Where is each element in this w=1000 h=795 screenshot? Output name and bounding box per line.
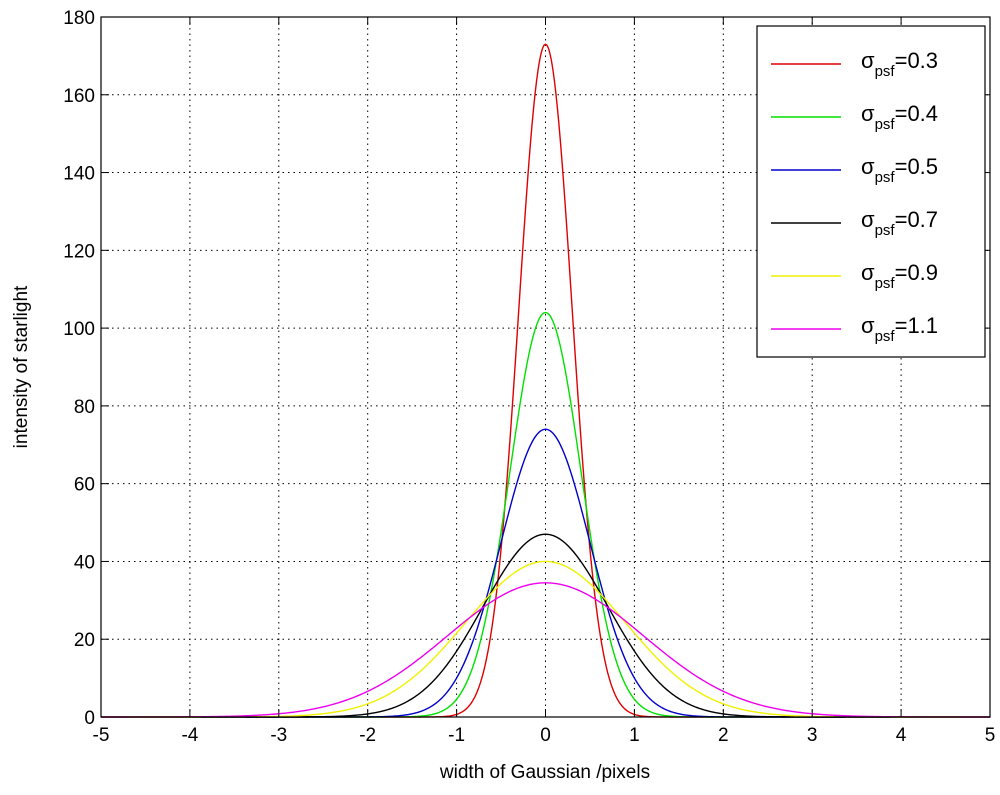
legend-subscript: psf: [875, 275, 896, 292]
legend-value: =0.9: [895, 260, 938, 285]
x-tick-label: 1: [629, 725, 640, 746]
legend-label-2: σpsf=0.5: [861, 154, 938, 186]
x-tick-label: -5: [93, 725, 110, 746]
x-tick-label: -1: [448, 725, 465, 746]
tick-group: -5 -4 -3 -2 -1 0 1 2 3 4 5 0 20 40 60 80 100 120 140 160 180: [63, 8, 995, 746]
legend-subscript: psf: [875, 63, 896, 80]
x-tick-label: -4: [181, 725, 198, 746]
y-tick-label: 60: [74, 475, 95, 496]
y-tick-label: 160: [63, 86, 95, 107]
series-line-5: [101, 582, 990, 718]
legend-value: =0.5: [895, 154, 938, 179]
legend-label-4: σpsf=0.9: [861, 260, 938, 292]
x-tick-label: -2: [359, 725, 376, 746]
legend-sigma: σ: [861, 260, 875, 285]
x-tick-label: 4: [896, 725, 907, 746]
x-tick-label: -3: [270, 725, 287, 746]
y-tick-label: 140: [63, 164, 95, 185]
legend-subscript: psf: [875, 169, 896, 186]
legend-label-0: σpsf=0.3: [861, 48, 938, 80]
y-tick-label: 180: [63, 8, 95, 29]
y-tick-label: 40: [74, 552, 95, 573]
legend-label-1: σpsf=0.4: [861, 101, 938, 133]
legend-label-3: σpsf=0.7: [861, 207, 938, 239]
legend-sigma: σ: [861, 313, 875, 338]
y-tick-label: 100: [63, 319, 95, 340]
legend-sigma: σ: [861, 207, 875, 232]
legend-box: [756, 25, 986, 358]
legend-value: =0.7: [895, 207, 938, 232]
x-tick-label: 5: [985, 725, 996, 746]
legend-value: =1.1: [895, 313, 938, 338]
legend-sigma: σ: [861, 101, 875, 126]
x-tick-label: 2: [718, 725, 729, 746]
x-tick-label: 3: [807, 725, 818, 746]
legend-subscript: psf: [875, 116, 896, 133]
y-tick-label: 80: [74, 397, 95, 418]
y-tick-label: 0: [84, 708, 95, 729]
legend-sigma: σ: [861, 154, 875, 179]
legend-subscript: psf: [875, 328, 896, 345]
x-tick-label: 0: [540, 725, 551, 746]
legend-sigma: σ: [861, 48, 875, 73]
y-tick-label: 120: [63, 241, 95, 262]
legend-value: =0.4: [895, 101, 938, 126]
legend-subscript: psf: [875, 222, 896, 239]
x-axis-label: width of Gaussian /pixels: [439, 762, 650, 783]
legend-value: =0.3: [895, 48, 938, 73]
y-tick-label: 20: [74, 630, 95, 651]
legend-label-5: σpsf=1.1: [861, 313, 938, 345]
y-axis-label: intensity of starlight: [11, 285, 32, 448]
legend: σpsf=0.3σpsf=0.4σpsf=0.5σpsf=0.7σpsf=0.9…: [756, 25, 986, 358]
